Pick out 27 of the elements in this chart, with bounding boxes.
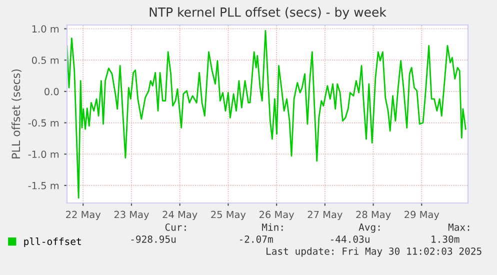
x-tick-label: 26 May xyxy=(260,210,294,220)
line-series xyxy=(67,30,466,199)
text: Min: xyxy=(262,223,283,231)
text: Cur: xyxy=(165,223,186,231)
text: Last update: Fri May 30 11:02:03 2025 xyxy=(266,247,482,257)
chart-title: NTP kernel PLL offset (secs) - by week xyxy=(150,7,386,20)
y-axis-title: PLL offset (secs) xyxy=(12,69,22,158)
y-tick-label: -0.5 m xyxy=(28,119,59,127)
text: 1.30m xyxy=(432,235,460,243)
y-tick-label: 0.5 m xyxy=(32,56,59,64)
x-tick-label: 22 May xyxy=(66,210,101,220)
text: -2.07m xyxy=(240,235,273,243)
legend-label: pll-offset xyxy=(24,238,81,247)
y-tick-label: 0.0 xyxy=(44,88,59,96)
x-tick-label: 28 May xyxy=(356,210,391,220)
x-tick-label: 29 May xyxy=(404,210,440,220)
text: -928.95u xyxy=(131,235,176,243)
y-tick-label: -1.0 m xyxy=(28,150,59,158)
x-tick-label: 24 May xyxy=(162,210,198,220)
y-tick-label: -1.5 m xyxy=(28,182,59,190)
x-tick-label: 27 May xyxy=(308,210,342,220)
x-tick-label: 25 May xyxy=(211,210,246,220)
text: Max: xyxy=(448,224,470,231)
x-tick-label: 23 May xyxy=(114,210,149,220)
text: -44.03u xyxy=(330,235,370,243)
text: Avg: xyxy=(358,224,380,233)
y-tick-label: 1.0 m xyxy=(32,25,59,33)
